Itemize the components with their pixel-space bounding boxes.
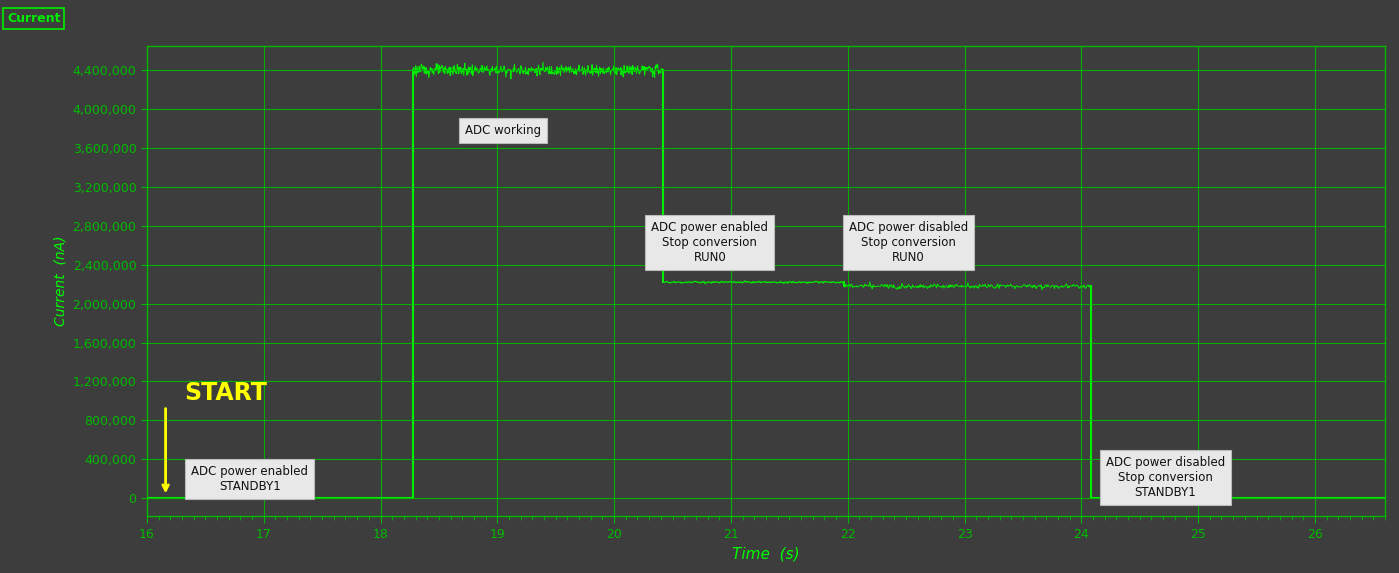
X-axis label: Time  (s): Time (s) bbox=[732, 546, 800, 561]
Text: ADC working: ADC working bbox=[464, 124, 541, 137]
Text: START: START bbox=[185, 381, 267, 405]
Text: ADC power disabled
Stop conversion
STANDBY1: ADC power disabled Stop conversion STAND… bbox=[1105, 456, 1226, 499]
Text: ADC power enabled
STANDBY1: ADC power enabled STANDBY1 bbox=[192, 465, 308, 493]
Text: ADC power disabled
Stop conversion
RUN0: ADC power disabled Stop conversion RUN0 bbox=[849, 221, 968, 264]
Text: Current: Current bbox=[7, 12, 60, 25]
Y-axis label: Current  (nA): Current (nA) bbox=[53, 236, 67, 326]
Text: ADC power enabled
Stop conversion
RUN0: ADC power enabled Stop conversion RUN0 bbox=[652, 221, 768, 264]
